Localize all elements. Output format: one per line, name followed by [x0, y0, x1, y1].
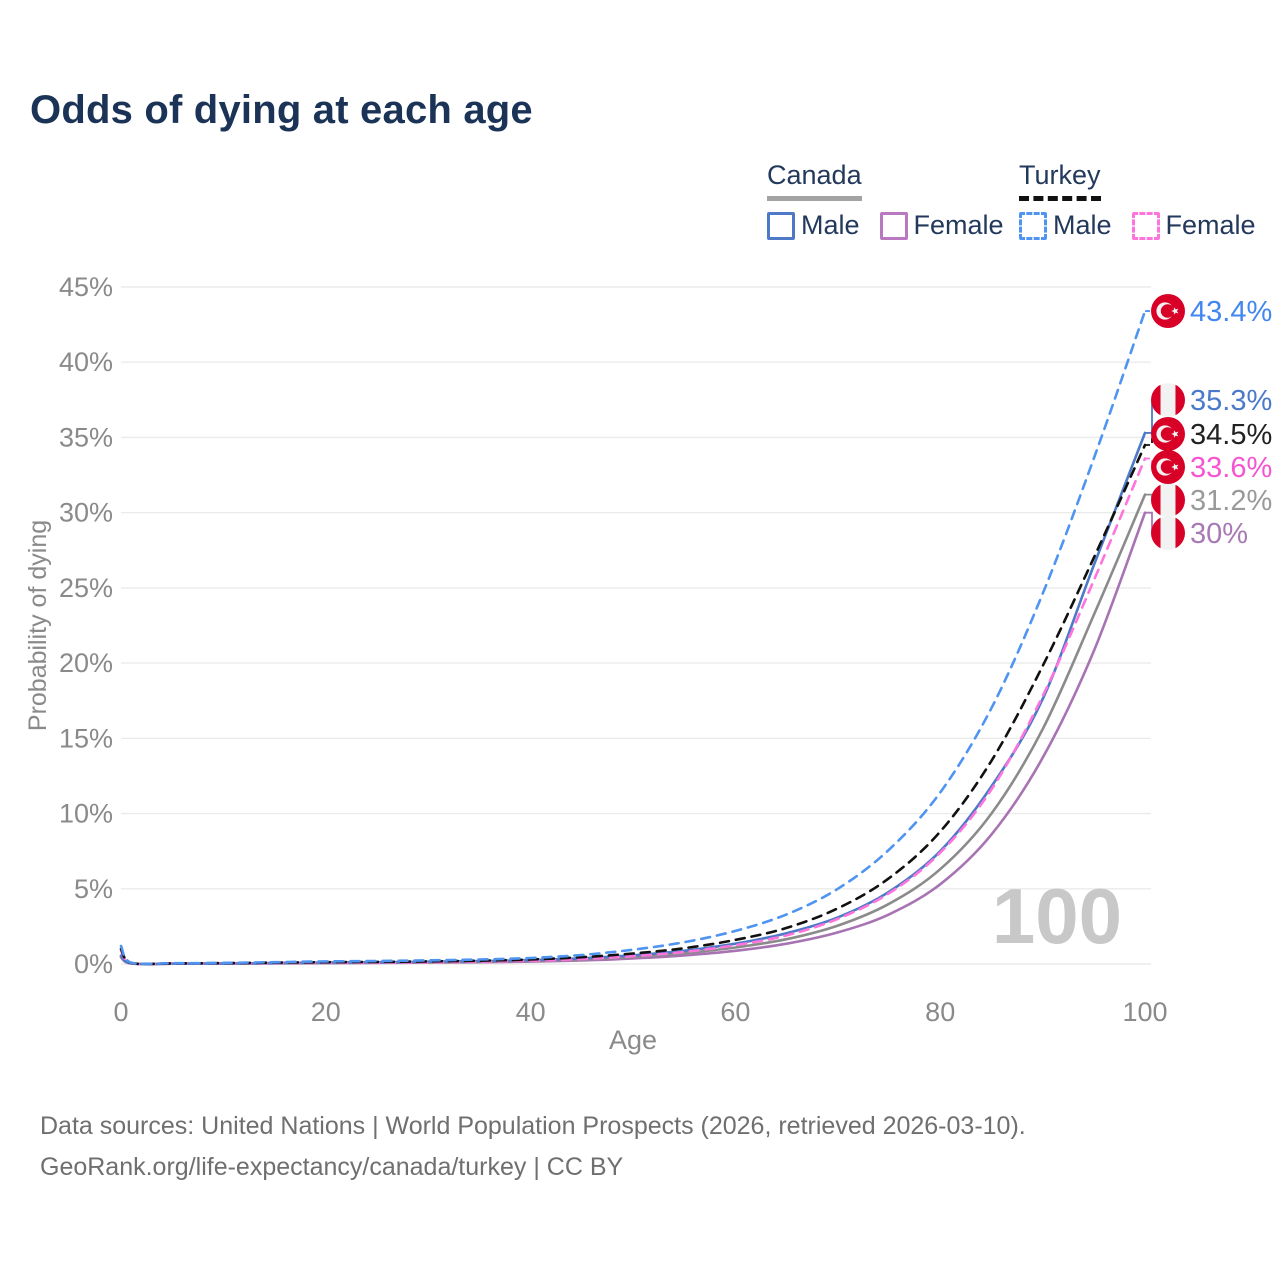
data-source-line2: GeoRank.org/life-expectancy/canada/turke…	[40, 1153, 624, 1181]
y-axis-title: Probability of dying	[24, 520, 52, 731]
end-value-label-turkey-both: 34.5%	[1190, 419, 1272, 451]
turkey-flag-icon	[1151, 294, 1185, 328]
end-value-label-canada-female: 30%	[1190, 518, 1248, 550]
y-axis-tick-label: 15%	[59, 723, 113, 753]
x-axis-tick-label: 60	[720, 997, 750, 1027]
x-axis-title: Age	[609, 1025, 657, 1055]
canada-flag-part	[1175, 483, 1185, 517]
turkey-flag-part	[1160, 427, 1175, 441]
turkey-flag-icon	[1151, 450, 1185, 484]
canada-flag-part	[1151, 483, 1161, 517]
canada-flag-part	[1175, 383, 1185, 417]
end-value-label-canada-both: 31.2%	[1190, 485, 1272, 517]
canada-flag-part	[1151, 516, 1161, 550]
series-line-turkey-male[interactable]	[119, 309, 1147, 966]
end-value-label-turkey-female: 33.6%	[1190, 452, 1272, 484]
y-axis-tick-label: 25%	[59, 573, 113, 603]
legend-item-label: Female	[1165, 210, 1256, 240]
turkey-flag-part	[1171, 430, 1179, 438]
y-axis-tick-label: 0%	[74, 949, 113, 979]
turkey-flag-part	[1160, 460, 1175, 474]
y-axis-tick-label: 10%	[59, 799, 113, 829]
x-axis-tick-label: 100	[1122, 997, 1167, 1027]
y-axis-tick-label: 45%	[59, 272, 113, 302]
legend-item-turkey-female[interactable]: Female	[1131, 210, 1256, 241]
canada-flag-icon	[1151, 383, 1185, 417]
legend-country-canada[interactable]: Canada	[767, 160, 862, 201]
legend-item-canada-female[interactable]: Female	[879, 210, 1004, 241]
data-source-note: Data sources: United Nations | World Pop…	[40, 1106, 1026, 1188]
turkey-flag-icon	[1151, 417, 1185, 451]
turkey-flag-part	[1160, 304, 1175, 318]
turkey-male-swatch-icon	[1019, 211, 1047, 240]
x-axis-tick-label: 80	[925, 997, 955, 1027]
data-source-line1: Data sources: United Nations | World Pop…	[40, 1112, 1026, 1140]
x-axis-tick-label: 0	[113, 997, 128, 1027]
x-axis-tick-label: 20	[311, 997, 341, 1027]
page-title: Odds of dying at each age	[30, 88, 533, 132]
legend-group-turkey: Turkey Male Female	[1019, 160, 1276, 241]
canada-flag-icon	[1151, 483, 1185, 517]
legend-items-turkey: Male Female	[1019, 210, 1276, 241]
legend-items-canada: Male Female	[767, 210, 1024, 241]
legend-group-canada: Canada Male Female	[767, 160, 1024, 241]
turkey-flag-part	[1171, 463, 1179, 471]
canada-flag-icon	[1151, 516, 1185, 550]
canada-flag-part	[1151, 383, 1161, 417]
legend-item-label: Female	[913, 210, 1004, 240]
age-watermark: 100	[992, 872, 1122, 960]
y-axis-tick-label: 20%	[59, 648, 113, 678]
y-axis-tick-label: 35%	[59, 422, 113, 452]
canada-male-swatch-icon	[767, 211, 795, 240]
y-axis-tick-label: 40%	[59, 347, 113, 377]
y-axis-tick-label: 30%	[59, 498, 113, 528]
chart-legend: Canada Male Female Turkey Male Female	[0, 160, 1280, 250]
canada-female-swatch-icon	[879, 211, 908, 240]
turkey-female-swatch-icon	[1131, 211, 1160, 240]
canada-flag-part	[1175, 516, 1185, 550]
legend-item-label: Male	[801, 210, 860, 240]
x-axis-tick-label: 40	[516, 997, 546, 1027]
legend-item-label: Male	[1053, 210, 1112, 240]
legend-country-turkey[interactable]: Turkey	[1019, 160, 1101, 201]
end-value-label-turkey-male: 43.4%	[1190, 296, 1272, 328]
end-value-label-canada-male: 35.3%	[1190, 385, 1272, 417]
turkey-flag-part	[1171, 307, 1179, 315]
legend-item-turkey-male[interactable]: Male	[1019, 210, 1112, 241]
legend-item-canada-male[interactable]: Male	[767, 210, 860, 241]
y-axis-tick-label: 5%	[74, 874, 113, 904]
